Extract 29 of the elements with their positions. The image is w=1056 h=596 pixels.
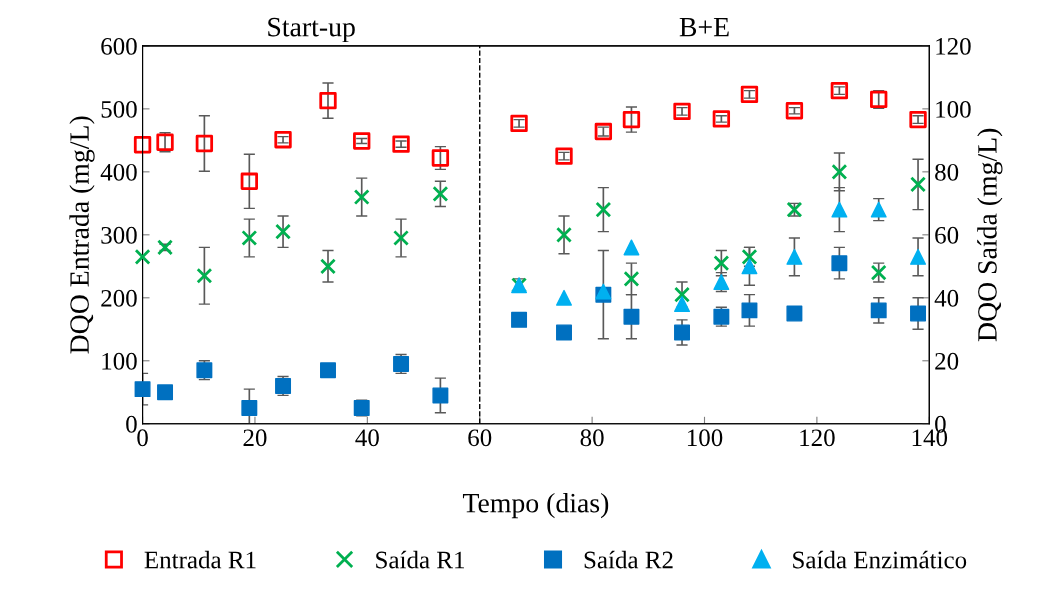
legend-label: Saída R2 [584, 550, 673, 569]
y-tick-label: 400 [100, 163, 137, 181]
y-tick-label: 300 [101, 226, 137, 244]
y-tick-label: 100 [102, 352, 137, 370]
y2-tick-label: 80 [935, 163, 959, 181]
x-axis-title: Tempo (dias) [462, 492, 609, 519]
x-tick-label: 60 [468, 429, 492, 447]
y-tick-label: 500 [101, 100, 137, 118]
y2-tick-label: 60 [935, 226, 959, 244]
y2-axis-title: DQO Saída (mg/L) [977, 128, 1003, 342]
y-axis-title: DQO Entrada (mg/L) [69, 116, 95, 354]
x-tick-label: 40 [355, 429, 379, 447]
y-tick-label: 600 [101, 37, 137, 55]
y2-tick-label: 20 [935, 352, 959, 370]
text: B+E [679, 18, 729, 37]
legend-label: Entrada R1 [144, 550, 256, 569]
text: Start-up [268, 17, 355, 43]
y-tick-label: 0 [126, 415, 137, 433]
legend-label: Saída R1 [376, 550, 465, 569]
x-tick-label: 20 [243, 429, 267, 447]
x-tick-label: 80 [580, 429, 604, 447]
x-tick-label: 0 [137, 429, 148, 447]
legend-label: Saída Enzimático [793, 550, 967, 569]
y2-tick-label: 40 [934, 289, 959, 307]
x-tick-label: 120 [800, 429, 835, 447]
y2-tick-label: 100 [936, 100, 971, 118]
y-tick-label: 200 [101, 289, 137, 307]
y2-tick-label: 120 [936, 37, 971, 55]
x-tick-label: 100 [687, 429, 723, 447]
